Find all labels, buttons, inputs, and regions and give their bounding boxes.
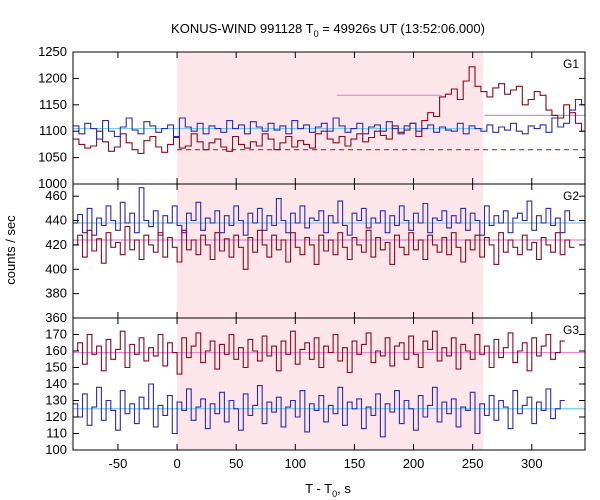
x-tick-label: 0 (173, 456, 180, 471)
highlight-band (177, 184, 484, 318)
panels-layer: 100010501100115012001250G136038040042044… (38, 44, 586, 471)
y-tick-label: 360 (45, 310, 67, 325)
chart-title-rest: = 49926s UT (13:52:06.000) (319, 21, 485, 36)
y-tick-label: 1000 (38, 176, 67, 191)
y-tick-label: 100 (45, 442, 67, 457)
highlight-band (177, 52, 484, 184)
x-axis-label: T - T0, s (305, 481, 351, 499)
y-axis-label: counts / sec (3, 215, 18, 285)
y-tick-label: 140 (45, 376, 67, 391)
panel-plot-area (73, 66, 585, 154)
y-tick-label: 400 (45, 261, 67, 276)
x-tick-label: 250 (462, 456, 484, 471)
y-tick-label: 1050 (38, 150, 67, 165)
series-blue-step-line (73, 187, 575, 236)
y-tick-label: 380 (45, 286, 67, 301)
chart-title: KONUS-WIND 991128 T0 = 49926s UT (13:52:… (171, 21, 485, 39)
x-tick-label: 300 (521, 456, 543, 471)
panel-g2: 360 380 400 420 440 460 G2 (45, 183, 586, 325)
panel-plot-area (73, 330, 585, 438)
series-red-step-line (73, 330, 565, 375)
series-red-step-line (73, 226, 575, 270)
y-tick-label: 1250 (38, 44, 67, 59)
y-tick-label: 440 (45, 213, 67, 228)
panel-plot-area (73, 187, 585, 270)
y-tick-label: 170 (45, 327, 67, 342)
chart-title-subscript: 0 (314, 29, 319, 39)
chart-title-main: KONUS-WIND 991128 T (171, 21, 314, 36)
x-tick-label: 100 (284, 456, 306, 471)
x-axis-label-subscript: 0 (332, 489, 337, 499)
y-tick-label: 150 (45, 360, 67, 375)
panel-label-g3: G3 (563, 323, 579, 337)
y-tick-label: 1200 (38, 70, 67, 85)
series-red-step-line (73, 66, 585, 154)
x-axis-label-main: T - T (305, 481, 332, 496)
y-tick-label: 160 (45, 343, 67, 358)
y-tick-label: 110 (46, 426, 67, 441)
y-tick-label: 420 (45, 237, 67, 252)
series-blue-step-line (73, 98, 585, 140)
series-blue-step-line (73, 383, 565, 438)
x-axis-label-rest: , s (337, 481, 351, 496)
panel-label-g2: G2 (563, 189, 579, 203)
x-tick-label: -50 (109, 456, 128, 471)
x-tick-label: 150 (344, 456, 366, 471)
y-tick-label: 1100 (39, 123, 67, 138)
y-tick-label: 130 (45, 393, 67, 408)
panel-label-g1: G1 (563, 57, 579, 71)
panel-g1: 1000 1050 1100 1150 1200 1250 G1 (38, 44, 586, 191)
y-tick-label: 1150 (39, 97, 67, 112)
x-tick-label: 200 (403, 456, 425, 471)
x-tick-label: 50 (229, 456, 243, 471)
y-tick-label: 460 (45, 188, 67, 203)
y-tick-label: 120 (45, 409, 67, 424)
